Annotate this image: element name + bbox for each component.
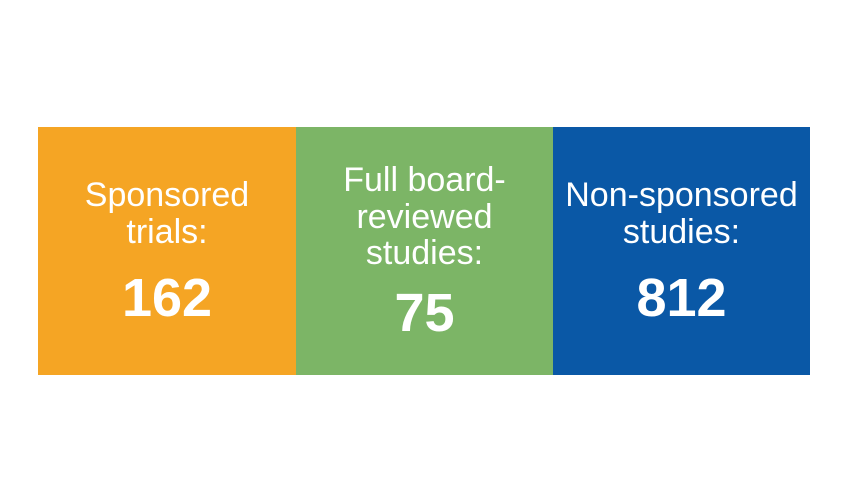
stat-label: Sponsored trials:: [85, 177, 249, 250]
stat-panel-non-sponsored: Non-sponsored studies: 812: [553, 127, 810, 375]
infographic-stage: Sponsored trials: 162 Full board- review…: [0, 0, 864, 500]
stat-value: 812: [636, 271, 726, 325]
stat-value: 75: [394, 286, 454, 340]
stat-panel-sponsored-trials: Sponsored trials: 162: [38, 127, 296, 375]
stat-label: Full board- reviewed studies:: [343, 162, 506, 272]
stat-label: Non-sponsored studies:: [565, 177, 797, 250]
stat-panel-row: Sponsored trials: 162 Full board- review…: [38, 127, 810, 375]
stat-panel-full-board-reviewed: Full board- reviewed studies: 75: [296, 127, 553, 375]
stat-value: 162: [122, 271, 212, 325]
